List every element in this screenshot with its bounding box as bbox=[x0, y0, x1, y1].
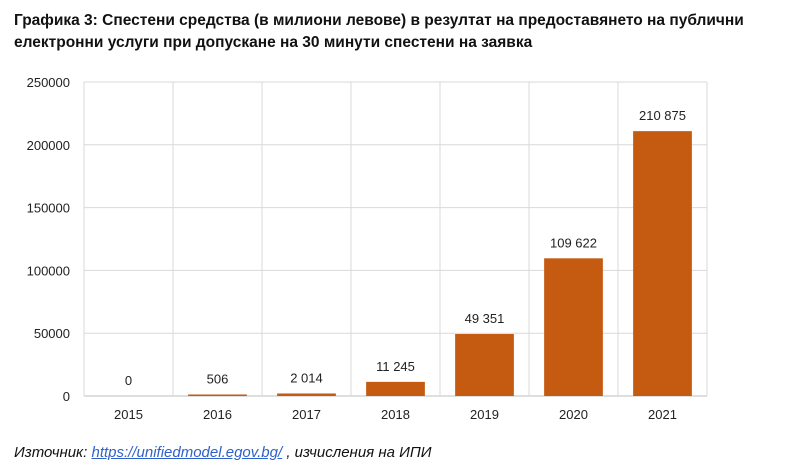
x-tick-label: 2016 bbox=[203, 407, 232, 422]
bar bbox=[455, 334, 514, 396]
chart-title: Графика 3: Спестени средства (в милиони … bbox=[14, 12, 744, 51]
y-tick-label: 200000 bbox=[27, 138, 70, 153]
y-tick-label: 250000 bbox=[27, 75, 70, 90]
data-label: 0 bbox=[125, 373, 132, 388]
bar bbox=[366, 381, 425, 396]
bar bbox=[633, 131, 692, 396]
data-label: 109 622 bbox=[550, 235, 597, 250]
x-tick-label: 2020 bbox=[559, 407, 588, 422]
y-tick-label: 150000 bbox=[27, 201, 70, 216]
x-tick-label: 2018 bbox=[381, 407, 410, 422]
x-tick-label: 2019 bbox=[470, 407, 499, 422]
data-label: 11 245 bbox=[376, 359, 415, 374]
bar bbox=[544, 258, 603, 396]
y-tick-label: 0 bbox=[63, 389, 70, 404]
y-tick-label: 100000 bbox=[27, 263, 70, 278]
data-label: 49 351 bbox=[465, 311, 505, 326]
data-label: 506 bbox=[207, 372, 229, 387]
data-label: 2 014 bbox=[290, 370, 323, 385]
chart-area: 0 50000 100000 150000 200000 250000 0 2015 506 20… bbox=[0, 62, 805, 438]
x-tick-label: 2021 bbox=[648, 407, 677, 422]
source-label: Източник: bbox=[14, 444, 88, 461]
source-suffix: , изчисления на ИПИ bbox=[286, 444, 432, 461]
data-label: 210 875 bbox=[639, 108, 686, 123]
bar bbox=[277, 393, 336, 396]
y-tick-label: 50000 bbox=[34, 326, 70, 341]
x-tick-label: 2017 bbox=[292, 407, 321, 422]
source-link[interactable]: https://unifiedmodel.egov.bg/ bbox=[91, 444, 283, 461]
bar-chart: 0 50000 100000 150000 200000 250000 0 2015 506 20… bbox=[27, 75, 708, 422]
bar bbox=[188, 394, 247, 396]
source-note: Източник: https://unifiedmodel.egov.bg/ … bbox=[14, 444, 431, 461]
x-tick-label: 2015 bbox=[114, 407, 143, 422]
